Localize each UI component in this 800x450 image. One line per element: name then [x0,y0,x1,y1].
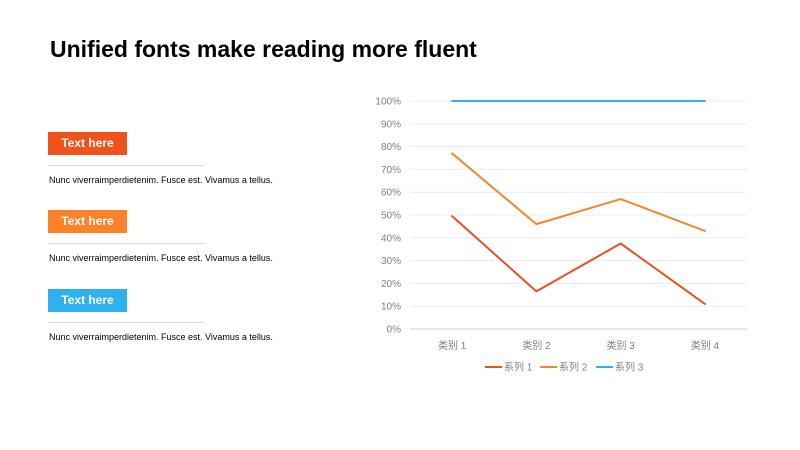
line-chart: 0%10%20%30%40%50%60%70%80%90%100% 类别 1 类别… [375,97,747,374]
x-tick-label: 类别 1 [438,339,467,352]
x-tick-label: 类别 3 [606,339,635,352]
series-lines [451,100,706,305]
gridlines [410,100,747,330]
y-tick-label: 0% [387,325,402,336]
x-tick-label: 类别 2 [522,339,551,352]
divider-1 [48,165,204,166]
legend-label-3: 系列 3 [615,361,644,374]
x-axis-labels: 类别 1 类别 2 类别 3 类别 4 [438,339,720,352]
y-tick-label: 90% [381,119,401,130]
description-1: Nunc viverraimperdietenim. Fusce est. Vi… [49,175,273,185]
text-block-1: Text here Nunc viverraimperdietenim. Fus… [48,132,288,185]
text-block-2: Text here Nunc viverraimperdietenim. Fus… [48,210,288,263]
label-badge-1: Text here [48,132,127,155]
legend-label-2: 系列 2 [559,361,588,374]
description-2: Nunc viverraimperdietenim. Fusce est. Vi… [49,253,273,263]
legend-label-1: 系列 1 [504,361,533,374]
y-tick-label: 80% [381,142,401,153]
y-tick-label: 50% [381,211,401,222]
text-block-3: Text here Nunc viverraimperdietenim. Fus… [48,289,288,342]
y-tick-label: 70% [381,165,401,176]
x-tick-label: 类别 4 [691,339,720,352]
series-line-2 [451,152,706,232]
chart-legend: 系列 1 系列 2 系列 3 [485,361,644,374]
label-badge-2: Text here [48,210,127,233]
label-badge-3: Text here [48,289,127,312]
description-3: Nunc viverraimperdietenim. Fusce est. Vi… [49,332,273,342]
y-tick-label: 20% [381,279,401,290]
series-line-1 [451,215,706,305]
y-axis-labels: 0% 10% 20% 30% 40% 50% 60% 70% 80% 90% 100% [375,97,401,336]
y-tick-label: 10% [381,302,401,313]
y-tick-label: 60% [381,188,401,199]
divider-2 [48,243,204,244]
y-tick-label: 40% [381,233,401,244]
y-tick-label: 100% [375,97,401,108]
y-tick-label: 30% [381,256,401,267]
slide-title: Unified fonts make reading more fluent [50,36,477,62]
divider-3 [48,322,204,323]
